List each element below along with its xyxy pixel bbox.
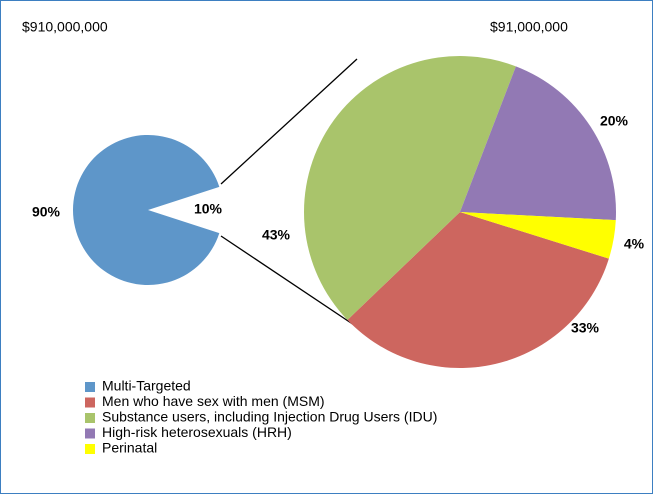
- legend-swatch: [85, 413, 95, 423]
- connector: [220, 58, 358, 185]
- detail-title: $91,000,000: [490, 19, 568, 35]
- data-label: 4%: [624, 236, 645, 252]
- pie-slice: [460, 212, 616, 259]
- legend-label: Perinatal: [102, 440, 157, 456]
- pie-slice: [347, 212, 609, 369]
- data-label: 33%: [571, 320, 600, 336]
- legend-label: High-risk heterosexuals (HRH): [102, 424, 292, 440]
- legend-label: Substance users, including Injection Dru…: [102, 409, 437, 425]
- legend-swatch: [85, 444, 95, 454]
- legend-swatch: [85, 382, 95, 392]
- data-label: 90%: [32, 204, 61, 220]
- legend-swatch: [85, 397, 95, 408]
- data-label: 20%: [600, 113, 629, 129]
- legend-label: Multi-Targeted: [102, 378, 191, 394]
- legend-swatch: [85, 428, 95, 439]
- pie-slice: [460, 66, 616, 221]
- pie-slice: [303, 55, 516, 320]
- data-label: 10%: [194, 201, 223, 217]
- connector: [220, 235, 373, 338]
- legend-label: Men who have sex with men (MSM): [102, 393, 325, 409]
- pie-slice: [72, 135, 220, 286]
- data-label: 43%: [262, 227, 291, 243]
- main-title: $910,000,000: [22, 19, 108, 35]
